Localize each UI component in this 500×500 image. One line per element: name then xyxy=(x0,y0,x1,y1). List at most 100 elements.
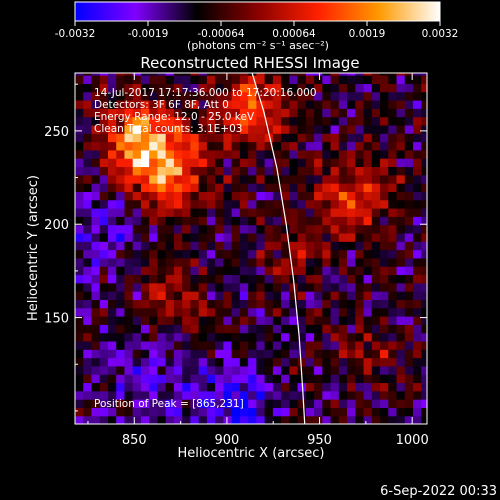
heatmap-cell xyxy=(223,332,233,342)
heatmap-cell xyxy=(380,216,389,226)
heatmap-cell xyxy=(239,199,249,209)
heatmap-cell xyxy=(248,91,257,101)
heatmap-cell xyxy=(347,183,356,192)
heatmap-cell xyxy=(165,399,175,408)
heatmap-cell xyxy=(297,124,307,134)
heatmap-cell xyxy=(380,124,389,134)
heatmap-cell xyxy=(75,166,84,176)
heatmap-cell xyxy=(91,99,101,109)
heatmap-cell xyxy=(289,149,299,159)
heatmap-cell xyxy=(99,382,109,392)
heatmap-cell xyxy=(380,183,389,192)
heatmap-cell xyxy=(330,99,340,109)
heatmap-cell xyxy=(173,141,183,151)
heatmap-cell xyxy=(116,83,126,93)
heatmap-cell xyxy=(83,390,93,400)
heatmap-cell xyxy=(413,108,422,118)
heatmap-cell xyxy=(305,83,315,93)
heatmap-cell xyxy=(404,91,414,101)
heatmap-cell xyxy=(297,91,307,101)
heatmap-cell xyxy=(132,207,142,217)
heatmap-cell xyxy=(272,108,282,118)
heatmap-cell xyxy=(404,266,414,276)
heatmap-cell xyxy=(83,332,93,342)
heatmap-cell xyxy=(231,83,241,93)
heatmap-cell xyxy=(107,183,117,192)
heatmap-cell xyxy=(363,324,373,334)
heatmap-cell xyxy=(99,241,109,251)
heatmap-cell xyxy=(223,382,233,392)
heatmap-cell xyxy=(116,365,126,375)
heatmap-cell xyxy=(75,399,84,408)
heatmap-cell xyxy=(272,299,282,309)
heatmap-cell xyxy=(363,73,373,76)
heatmap-cell xyxy=(338,73,348,76)
heatmap-cell xyxy=(404,232,414,242)
heatmap-cell xyxy=(140,224,150,234)
heatmap-cell xyxy=(124,91,134,101)
heatmap-cell xyxy=(404,274,414,284)
heatmap-cell xyxy=(355,365,365,375)
heatmap-cell xyxy=(173,216,183,226)
heatmap-cell xyxy=(91,133,101,143)
heatmap-cell xyxy=(338,99,348,109)
heatmap-cell xyxy=(75,274,84,284)
heatmap-cell xyxy=(206,274,216,284)
heatmap-cell xyxy=(223,407,233,417)
heatmap-cell xyxy=(380,266,389,276)
heatmap-cell xyxy=(239,390,249,400)
heatmap-cell xyxy=(239,291,249,300)
heatmap-cell xyxy=(264,365,274,375)
heatmap-cell xyxy=(404,183,414,192)
heatmap-cell xyxy=(116,266,126,276)
heatmap-cell xyxy=(190,315,200,325)
heatmap-cell xyxy=(281,141,290,151)
heatmap-cell xyxy=(330,324,340,334)
heatmap-cell xyxy=(272,249,282,259)
heatmap-cell xyxy=(297,274,307,284)
heatmap-cell xyxy=(239,241,249,251)
heatmap-cell xyxy=(149,357,159,367)
heatmap-cell xyxy=(165,149,175,159)
heatmap-cell xyxy=(206,183,216,192)
heatmap-cell xyxy=(305,108,315,118)
heatmap-cell xyxy=(297,266,307,276)
heatmap-cell xyxy=(363,124,373,134)
heatmap-cell xyxy=(330,207,340,217)
heatmap-cell xyxy=(157,382,167,392)
heatmap-cell xyxy=(239,83,249,93)
heatmap-cell xyxy=(272,374,282,384)
heatmap-cell xyxy=(338,340,348,350)
heatmap-cell xyxy=(215,249,224,259)
heatmap-cell xyxy=(338,166,348,176)
heatmap-cell xyxy=(83,299,93,309)
heatmap-cell xyxy=(215,299,224,309)
heatmap-cell xyxy=(289,75,299,84)
heatmap-cell xyxy=(256,415,266,424)
heatmap-cell xyxy=(116,108,126,118)
heatmap-cell xyxy=(396,174,406,184)
heatmap-cell xyxy=(264,374,274,384)
heatmap-cell xyxy=(198,116,208,126)
heatmap-cell xyxy=(363,166,373,176)
heatmap-cell xyxy=(190,207,200,217)
heatmap-cell xyxy=(388,291,398,300)
heatmap-cell xyxy=(248,349,257,359)
heatmap-cell xyxy=(223,274,233,284)
heatmap-cell xyxy=(173,174,183,184)
heatmap-cell xyxy=(157,73,167,76)
heatmap-cell xyxy=(355,75,365,84)
heatmap-cell xyxy=(173,307,183,317)
heatmap-cell xyxy=(396,183,406,192)
heatmap-cell xyxy=(107,299,117,309)
heatmap-cell xyxy=(157,299,167,309)
heatmap-cell xyxy=(83,116,93,126)
heatmap-cell xyxy=(116,73,126,76)
heatmap-cell xyxy=(380,191,389,201)
heatmap-cell xyxy=(322,116,332,126)
heatmap-cell xyxy=(380,291,389,300)
heatmap-cell xyxy=(91,324,101,334)
heatmap-cell xyxy=(91,332,101,342)
heatmap-cell xyxy=(322,183,332,192)
heatmap-cell xyxy=(281,399,290,408)
